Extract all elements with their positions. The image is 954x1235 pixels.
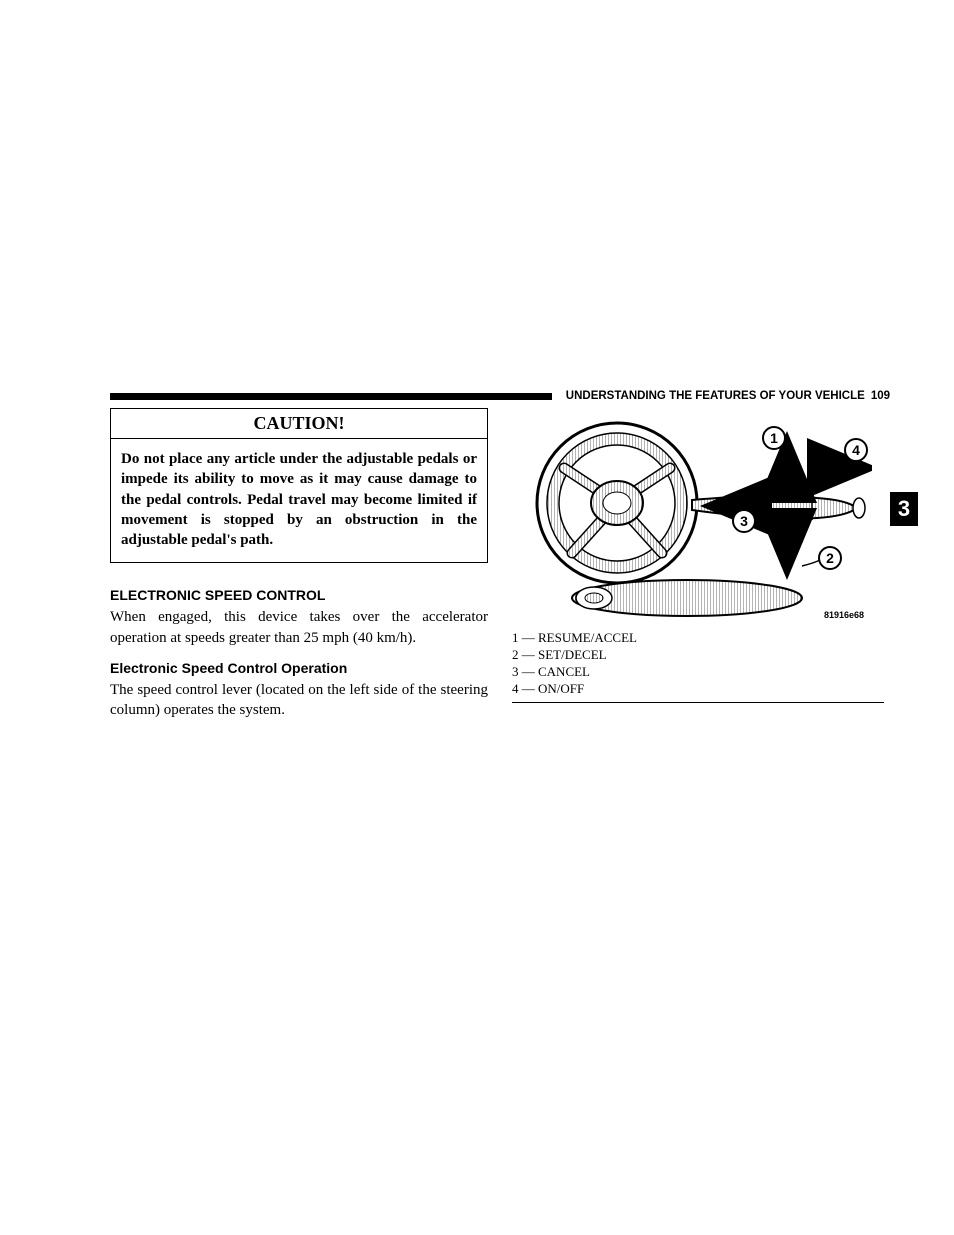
legend-item: 4 — ON/OFF [512, 681, 884, 698]
figure-ref: 81916e68 [824, 610, 864, 620]
right-column: 1 2 3 4 81916e68 1 — RESUME/ACCEL 2 [512, 408, 890, 720]
legend-item: 3 — CANCEL [512, 664, 884, 681]
caution-body: Do not place any article under the adjus… [111, 439, 487, 562]
callout-2: 2 [826, 550, 834, 566]
page-number: 109 [871, 390, 890, 402]
speed-control-intro: When engaged, this device takes over the… [110, 607, 488, 648]
callout-4: 4 [852, 442, 860, 458]
left-column: CAUTION! Do not place any article under … [110, 408, 488, 720]
operation-heading: Electronic Speed Control Operation [110, 660, 488, 676]
callout-3: 3 [740, 513, 748, 529]
operation-body: The speed control lever (located on the … [110, 680, 488, 721]
caution-title: CAUTION! [111, 409, 487, 439]
speed-control-figure: 1 2 3 4 81916e68 [512, 408, 872, 624]
page-content: UNDERSTANDING THE FEATURES OF YOUR VEHIC… [110, 390, 890, 720]
steering-lever-diagram-icon: 1 2 3 4 81916e68 [512, 408, 872, 624]
legend-item: 2 — SET/DECEL [512, 647, 884, 664]
callout-1: 1 [770, 430, 778, 446]
figure-legend: 1 — RESUME/ACCEL 2 — SET/DECEL 3 — CANCE… [512, 624, 884, 703]
header-bar [110, 393, 552, 400]
header-section-title: UNDERSTANDING THE FEATURES OF YOUR VEHIC… [566, 390, 865, 402]
content-columns: CAUTION! Do not place any article under … [110, 408, 890, 720]
legend-item: 1 — RESUME/ACCEL [512, 630, 884, 647]
page-header: UNDERSTANDING THE FEATURES OF YOUR VEHIC… [110, 390, 890, 402]
caution-box: CAUTION! Do not place any article under … [110, 408, 488, 563]
section-tab: 3 [890, 492, 918, 526]
speed-control-heading: ELECTRONIC SPEED CONTROL [110, 587, 488, 603]
